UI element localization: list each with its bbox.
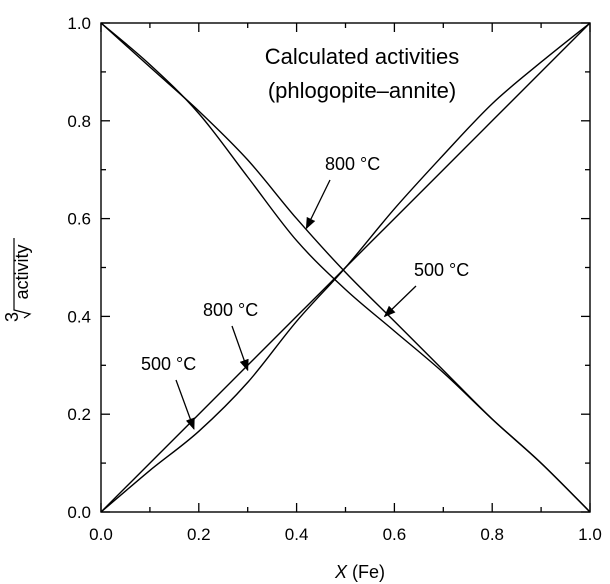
annotation-label: 500 °C (141, 354, 196, 374)
x-axis-label: X (Fe) (334, 562, 385, 582)
annotation-label: 800 °C (203, 300, 258, 320)
y-axis-label-root-index: 3 (2, 312, 22, 322)
y-axis-label-text: activity (12, 244, 32, 299)
y-tick-label: 0.6 (67, 210, 91, 229)
series-line-2 (100, 22, 591, 513)
y-tick-labels: 0.0 0.2 0.4 0.6 0.8 1.0 (67, 14, 91, 522)
chart-subtitle: (phlogopite–annite) (268, 78, 456, 103)
axis-ticks (100, 22, 591, 513)
annotation-arrow (231, 325, 249, 372)
y-tick-label: 0.2 (67, 405, 91, 424)
x-tick-label: 0.6 (383, 525, 407, 544)
series-line-4 (100, 22, 591, 513)
x-tick-label: 1.0 (578, 525, 602, 544)
chart-title: Calculated activities (265, 44, 459, 69)
annotation-arrow (305, 179, 331, 230)
y-tick-label: 0.4 (67, 307, 91, 326)
curves (100, 22, 591, 513)
annotation-label: 800 °C (325, 154, 380, 174)
y-tick-label: 0.8 (67, 112, 91, 131)
x-axis-label-symbol: X (334, 562, 348, 582)
annotation-arrow (175, 379, 195, 430)
annotation-label: 500 °C (414, 260, 469, 280)
x-tick-label: 0.8 (480, 525, 504, 544)
plot-frame (100, 22, 591, 513)
y-tick-label: 1.0 (67, 14, 91, 33)
annotations: 800 °C 500 °C 800 °C 500 °C (141, 154, 469, 430)
x-tick-label: 0.0 (89, 525, 113, 544)
radical-sign (13, 238, 32, 319)
x-tick-label: 0.4 (285, 525, 309, 544)
x-axis-label-unit: (Fe) (347, 562, 385, 582)
x-tick-label: 0.2 (187, 525, 211, 544)
annotation-arrow (383, 285, 417, 318)
y-axis-label: activity 3 (2, 238, 32, 322)
x-tick-labels: 0.0 0.2 0.4 0.6 0.8 1.0 (89, 525, 602, 544)
y-tick-label: 0.0 (67, 503, 91, 522)
